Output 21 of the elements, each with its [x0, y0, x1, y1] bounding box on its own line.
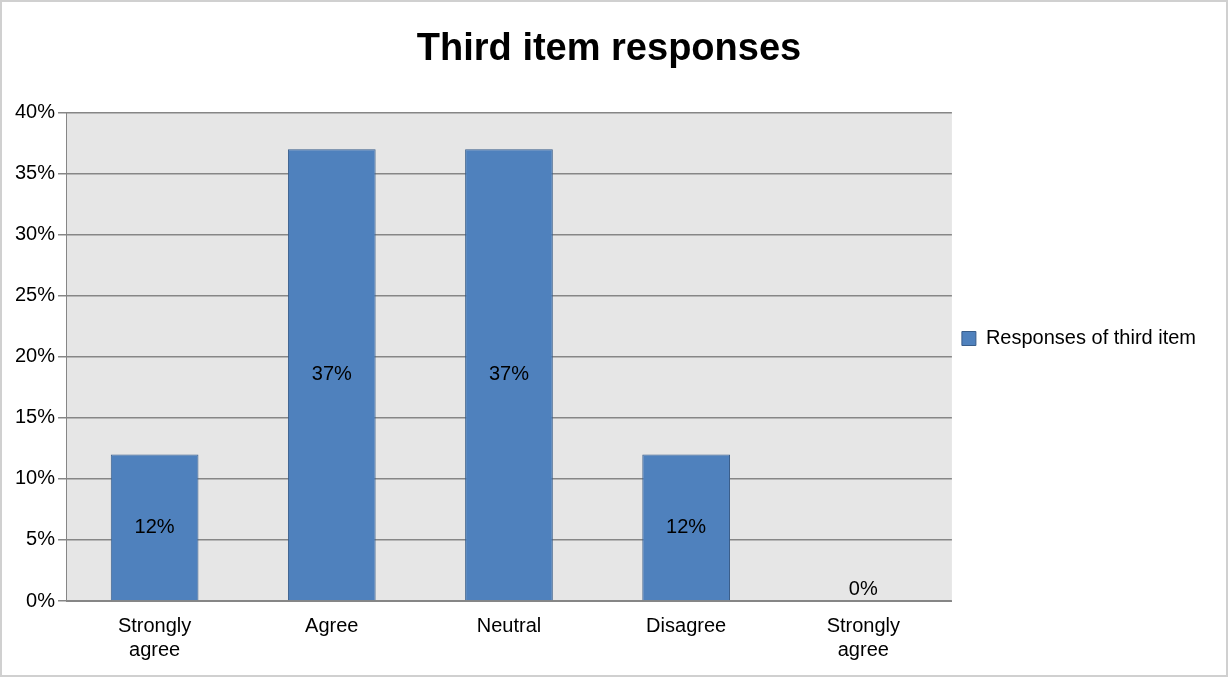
x-tick-label: Strongly agree	[117, 613, 192, 660]
data-label: 37%	[311, 362, 353, 385]
y-tick-label: 0%	[26, 588, 56, 611]
x-tick-label: Strongly agree	[826, 613, 900, 660]
y-tick-label: 40%	[15, 100, 56, 123]
y-tick-label: 5%	[26, 527, 56, 550]
data-label: 12%	[666, 514, 707, 537]
x-tick-label: Neutral	[476, 613, 542, 636]
legend-label: Responses of third item	[985, 326, 1197, 349]
y-tick-label: 25%	[15, 283, 56, 306]
data-label: 37%	[488, 362, 530, 385]
x-tick-label: Agree	[305, 613, 359, 636]
y-tick-label: 10%	[15, 466, 56, 489]
data-label: 0%	[848, 576, 878, 599]
x-tick-label: Disagree	[646, 613, 727, 636]
y-tick-label: 15%	[15, 405, 56, 428]
y-tick-label: 30%	[15, 222, 56, 245]
chart-title: Third item responses	[416, 26, 802, 69]
y-tick-label: 20%	[15, 344, 56, 367]
data-label: 12%	[134, 514, 175, 537]
y-tick-label: 35%	[15, 161, 56, 184]
